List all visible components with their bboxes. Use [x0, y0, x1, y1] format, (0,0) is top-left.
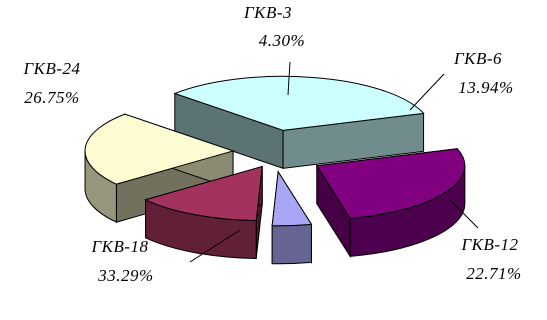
slice-category-label: ГКВ-3 — [243, 3, 292, 22]
pie-slice-top — [84, 113, 235, 185]
pie-slice-top — [144, 165, 263, 222]
slice-percent-label: 13.94% — [458, 78, 513, 97]
slice-percent-label: 4.30% — [259, 31, 305, 50]
slice-percent-label: 26.75% — [24, 88, 79, 107]
label-leader-line — [409, 73, 445, 111]
slice-category-label: ГКВ-18 — [90, 237, 148, 256]
label-leader-line — [287, 61, 291, 96]
slice-category-label: ГКВ-6 — [453, 49, 502, 68]
pie-slice-гкв-6 — [144, 165, 263, 260]
pie-slice-outer-wall — [271, 223, 312, 265]
slice-percent-label: 22.71% — [466, 264, 521, 283]
pie-slice-top — [316, 148, 466, 219]
label-leader-line — [189, 229, 241, 263]
pie-slice-гкв-18 — [173, 75, 425, 170]
label-leader-line — [449, 199, 479, 229]
pie-slice-гкв-3 — [271, 170, 313, 265]
slice-percent-label: 33.29% — [97, 266, 153, 285]
slice-category-label: ГКВ-12 — [460, 235, 518, 254]
pie-slice-top — [271, 170, 313, 227]
pie-slice-top — [173, 75, 425, 131]
slice-category-label: ГКВ-24 — [22, 59, 80, 78]
pie-slice-гкв-24 — [316, 148, 466, 259]
